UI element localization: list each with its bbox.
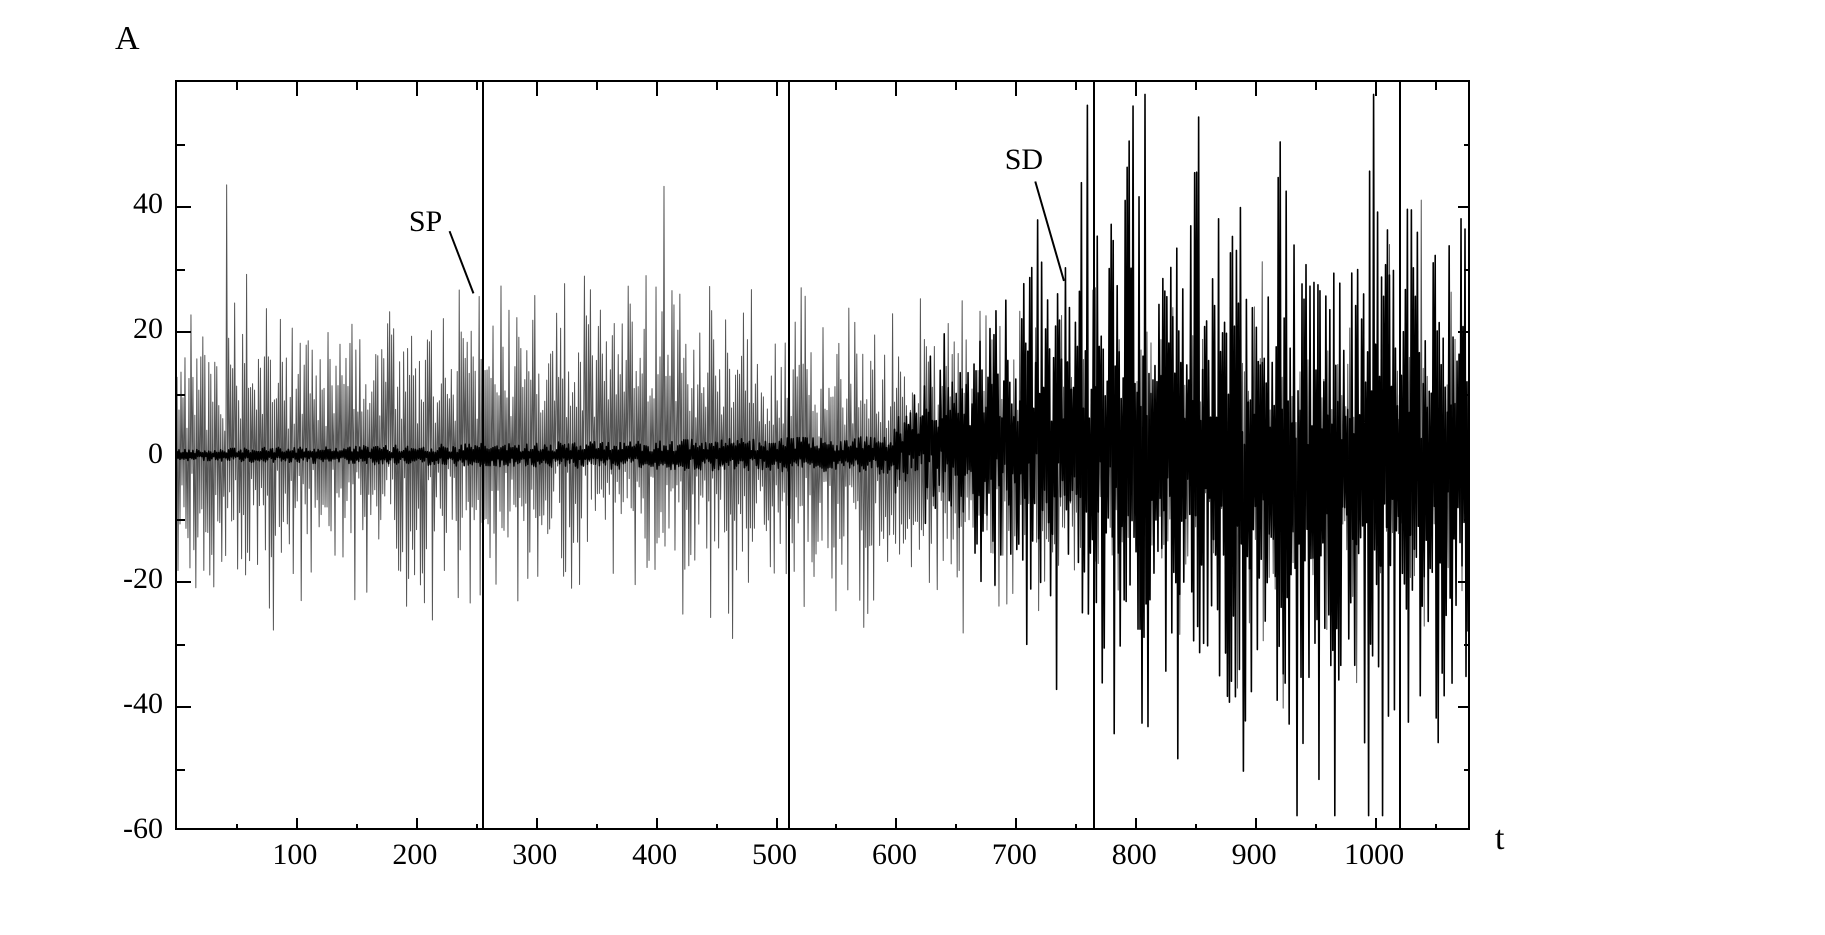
axis-tick [1458,331,1470,333]
axis-tick [1464,144,1470,146]
tick-label: 40 [93,187,163,221]
axis-tick [1015,82,1017,96]
axis-tick [1195,824,1197,830]
axis-tick [955,824,957,830]
axis-tick [776,818,778,830]
axis-tick [776,82,778,96]
axis-tick [1255,82,1257,96]
axis-tick [177,144,185,146]
axis-tick [177,394,185,396]
axis-tick [1464,394,1470,396]
axis-tick [1458,206,1470,208]
axis-tick [177,269,185,271]
tick-label: -20 [93,562,163,596]
axis-tick [177,519,185,521]
axis-tick [1464,519,1470,521]
figure-container: A t 1002003004005006007008009001000-60-4… [0,0,1825,935]
tick-label: 800 [1094,838,1174,872]
tick-label: 20 [93,312,163,346]
axis-tick [536,82,538,96]
vertical-gridline [482,82,484,828]
axis-tick [177,206,191,208]
axis-tick [1464,769,1470,771]
axis-tick [955,82,957,90]
tick-label: 300 [495,838,575,872]
axis-tick [656,818,658,830]
axis-tick [596,824,598,830]
vertical-gridline [788,82,790,828]
axis-tick [1315,824,1317,830]
tick-label: 200 [375,838,455,872]
tick-label: 900 [1214,838,1294,872]
axis-tick [536,818,538,830]
axis-tick [177,331,191,333]
tick-label: 400 [615,838,695,872]
axis-tick [1195,82,1197,90]
axis-tick [1315,82,1317,90]
axis-tick [716,824,718,830]
axis-tick [895,82,897,96]
axis-tick [236,82,238,90]
axis-tick [177,769,185,771]
axis-tick [895,818,897,830]
annotation-sp: SP [409,205,442,239]
axis-tick [177,644,185,646]
axis-tick [416,82,418,96]
axis-tick [1458,456,1470,458]
axis-tick [1135,818,1137,830]
axis-tick [1435,824,1437,830]
vertical-gridline [1093,82,1095,828]
axis-tick [356,824,358,830]
axis-tick [1458,581,1470,583]
axis-tick [1135,82,1137,96]
axis-tick [1015,818,1017,830]
axis-tick [1375,82,1377,96]
vertical-gridline [1399,82,1401,828]
axis-tick [177,706,191,708]
axis-tick [416,818,418,830]
axis-tick [716,82,718,90]
tick-label: -60 [93,812,163,846]
axis-tick [656,82,658,96]
axis-tick [1075,824,1077,830]
axis-tick [1375,818,1377,830]
x-axis-title: t [1495,820,1504,858]
tick-label: 500 [735,838,815,872]
axis-tick [177,456,191,458]
axis-tick [476,82,478,90]
axis-tick [1435,82,1437,90]
axis-tick [356,82,358,90]
axis-tick [1464,269,1470,271]
axis-tick [835,82,837,90]
axis-tick [835,824,837,830]
tick-label: 700 [974,838,1054,872]
axis-tick [476,824,478,830]
axis-tick [177,581,191,583]
tick-label: 1000 [1334,838,1414,872]
axis-tick [1464,644,1470,646]
axis-tick [596,82,598,90]
axis-tick [1075,82,1077,90]
axis-tick [296,818,298,830]
axis-tick [1255,818,1257,830]
y-axis-title: A [115,20,140,58]
tick-label: 600 [854,838,934,872]
axis-tick [296,82,298,96]
tick-label: -40 [93,687,163,721]
annotation-sd: SD [1005,143,1043,177]
tick-label: 100 [255,838,335,872]
tick-label: 0 [93,437,163,471]
annotation-lines [177,82,1468,828]
plot-area [175,80,1470,830]
axis-tick [1458,706,1470,708]
axis-tick [236,824,238,830]
